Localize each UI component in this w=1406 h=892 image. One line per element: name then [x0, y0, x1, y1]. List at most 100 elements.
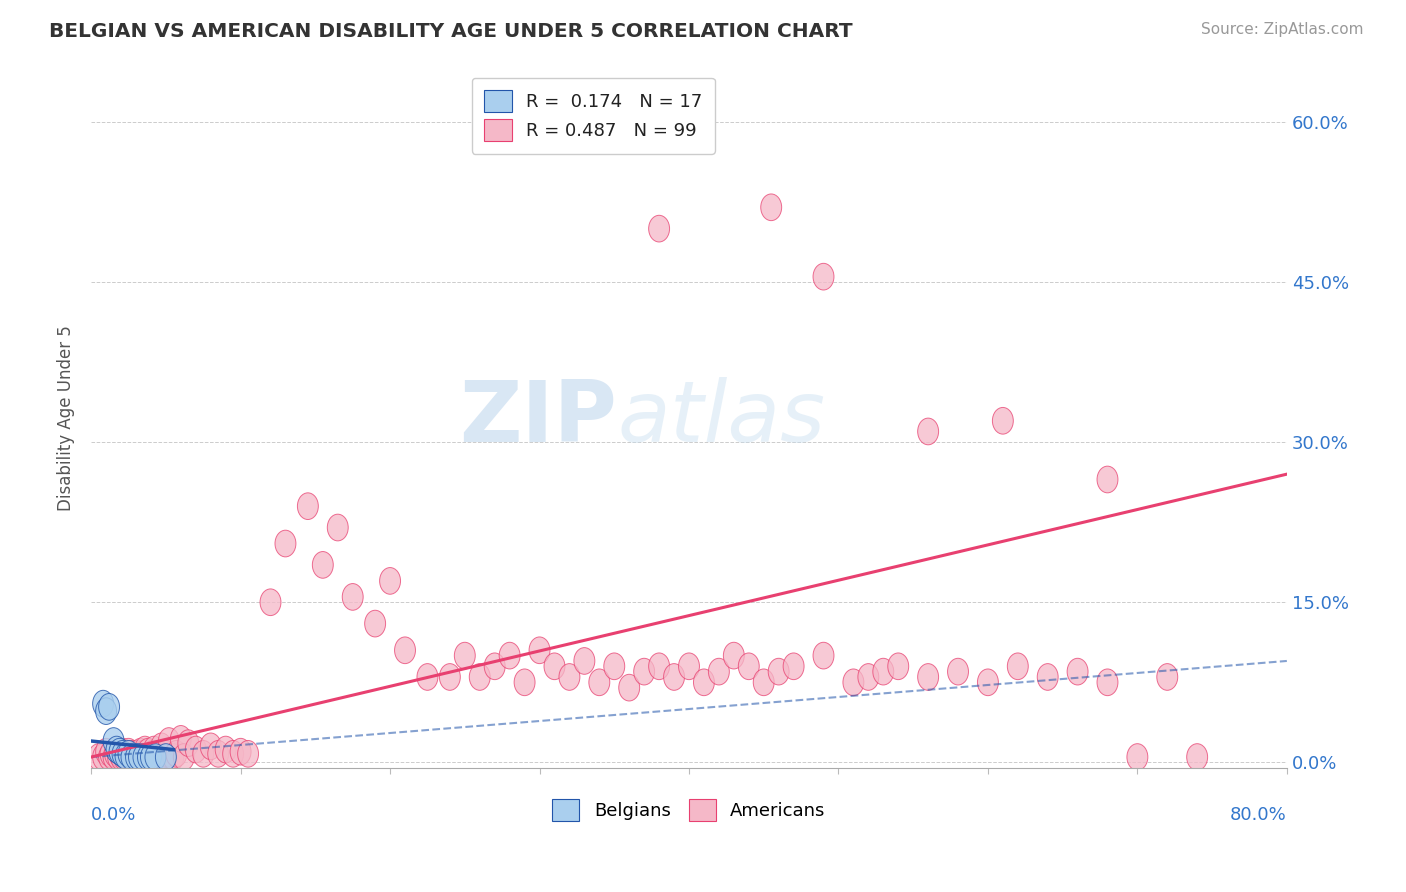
Ellipse shape	[125, 744, 146, 771]
Legend: R =  0.174   N = 17, R = 0.487   N = 99: R = 0.174 N = 17, R = 0.487 N = 99	[472, 78, 714, 154]
Ellipse shape	[1007, 653, 1028, 680]
Ellipse shape	[380, 567, 401, 594]
Ellipse shape	[177, 730, 198, 756]
Ellipse shape	[103, 728, 124, 755]
Ellipse shape	[129, 739, 150, 765]
Ellipse shape	[159, 728, 180, 755]
Ellipse shape	[873, 658, 894, 685]
Ellipse shape	[603, 653, 624, 680]
Ellipse shape	[560, 664, 579, 690]
Ellipse shape	[93, 690, 114, 717]
Ellipse shape	[470, 664, 491, 690]
Ellipse shape	[648, 215, 669, 242]
Ellipse shape	[589, 669, 610, 696]
Ellipse shape	[120, 744, 141, 771]
Ellipse shape	[96, 739, 117, 765]
Ellipse shape	[200, 733, 221, 760]
Ellipse shape	[484, 653, 505, 680]
Ellipse shape	[193, 740, 214, 767]
Ellipse shape	[142, 740, 163, 767]
Ellipse shape	[145, 744, 166, 771]
Ellipse shape	[768, 658, 789, 685]
Ellipse shape	[1097, 669, 1118, 696]
Ellipse shape	[364, 610, 385, 637]
Ellipse shape	[150, 733, 172, 760]
Ellipse shape	[103, 744, 124, 771]
Ellipse shape	[813, 263, 834, 290]
Ellipse shape	[709, 658, 730, 685]
Ellipse shape	[128, 744, 149, 771]
Ellipse shape	[723, 642, 744, 669]
Ellipse shape	[141, 744, 162, 771]
Ellipse shape	[499, 642, 520, 669]
Text: Source: ZipAtlas.com: Source: ZipAtlas.com	[1201, 22, 1364, 37]
Ellipse shape	[138, 744, 159, 771]
Ellipse shape	[574, 648, 595, 674]
Ellipse shape	[110, 740, 129, 767]
Ellipse shape	[108, 744, 128, 771]
Ellipse shape	[138, 739, 159, 765]
Ellipse shape	[143, 736, 165, 763]
Ellipse shape	[1128, 744, 1147, 771]
Ellipse shape	[260, 589, 281, 615]
Ellipse shape	[152, 744, 173, 771]
Ellipse shape	[112, 739, 134, 765]
Ellipse shape	[98, 693, 120, 720]
Ellipse shape	[1097, 467, 1118, 493]
Ellipse shape	[544, 653, 565, 680]
Text: ZIP: ZIP	[460, 376, 617, 459]
Ellipse shape	[231, 739, 252, 765]
Ellipse shape	[208, 740, 229, 767]
Ellipse shape	[132, 744, 152, 771]
Ellipse shape	[122, 744, 143, 771]
Ellipse shape	[112, 740, 134, 767]
Ellipse shape	[100, 740, 121, 767]
Ellipse shape	[813, 642, 834, 669]
Ellipse shape	[515, 669, 536, 696]
Ellipse shape	[948, 658, 969, 685]
Ellipse shape	[693, 669, 714, 696]
Ellipse shape	[619, 674, 640, 701]
Ellipse shape	[440, 664, 460, 690]
Ellipse shape	[1067, 658, 1088, 685]
Ellipse shape	[454, 642, 475, 669]
Ellipse shape	[89, 744, 110, 771]
Text: atlas: atlas	[617, 376, 825, 459]
Ellipse shape	[761, 194, 782, 220]
Ellipse shape	[128, 744, 149, 771]
Ellipse shape	[679, 653, 699, 680]
Ellipse shape	[134, 744, 153, 771]
Ellipse shape	[121, 744, 142, 771]
Ellipse shape	[298, 493, 318, 519]
Ellipse shape	[105, 736, 127, 763]
Ellipse shape	[93, 744, 114, 771]
Y-axis label: Disability Age Under 5: Disability Age Under 5	[58, 326, 75, 511]
Ellipse shape	[156, 744, 176, 771]
Ellipse shape	[110, 739, 129, 765]
Ellipse shape	[115, 740, 136, 767]
Ellipse shape	[186, 736, 207, 763]
Ellipse shape	[127, 740, 148, 767]
Ellipse shape	[111, 744, 132, 771]
Ellipse shape	[634, 658, 655, 685]
Ellipse shape	[222, 740, 243, 767]
Ellipse shape	[115, 743, 136, 769]
Ellipse shape	[141, 744, 162, 771]
Ellipse shape	[993, 408, 1014, 434]
Ellipse shape	[276, 530, 295, 557]
Ellipse shape	[328, 514, 349, 541]
Ellipse shape	[918, 418, 939, 445]
Ellipse shape	[418, 664, 437, 690]
Ellipse shape	[118, 740, 139, 767]
Ellipse shape	[754, 669, 775, 696]
Text: BELGIAN VS AMERICAN DISABILITY AGE UNDER 5 CORRELATION CHART: BELGIAN VS AMERICAN DISABILITY AGE UNDER…	[49, 22, 853, 41]
Ellipse shape	[215, 736, 236, 763]
Ellipse shape	[163, 744, 184, 771]
Ellipse shape	[135, 736, 156, 763]
Ellipse shape	[118, 739, 139, 765]
Ellipse shape	[104, 740, 125, 767]
Ellipse shape	[98, 744, 120, 771]
Ellipse shape	[1038, 664, 1059, 690]
Ellipse shape	[783, 653, 804, 680]
Ellipse shape	[121, 740, 142, 767]
